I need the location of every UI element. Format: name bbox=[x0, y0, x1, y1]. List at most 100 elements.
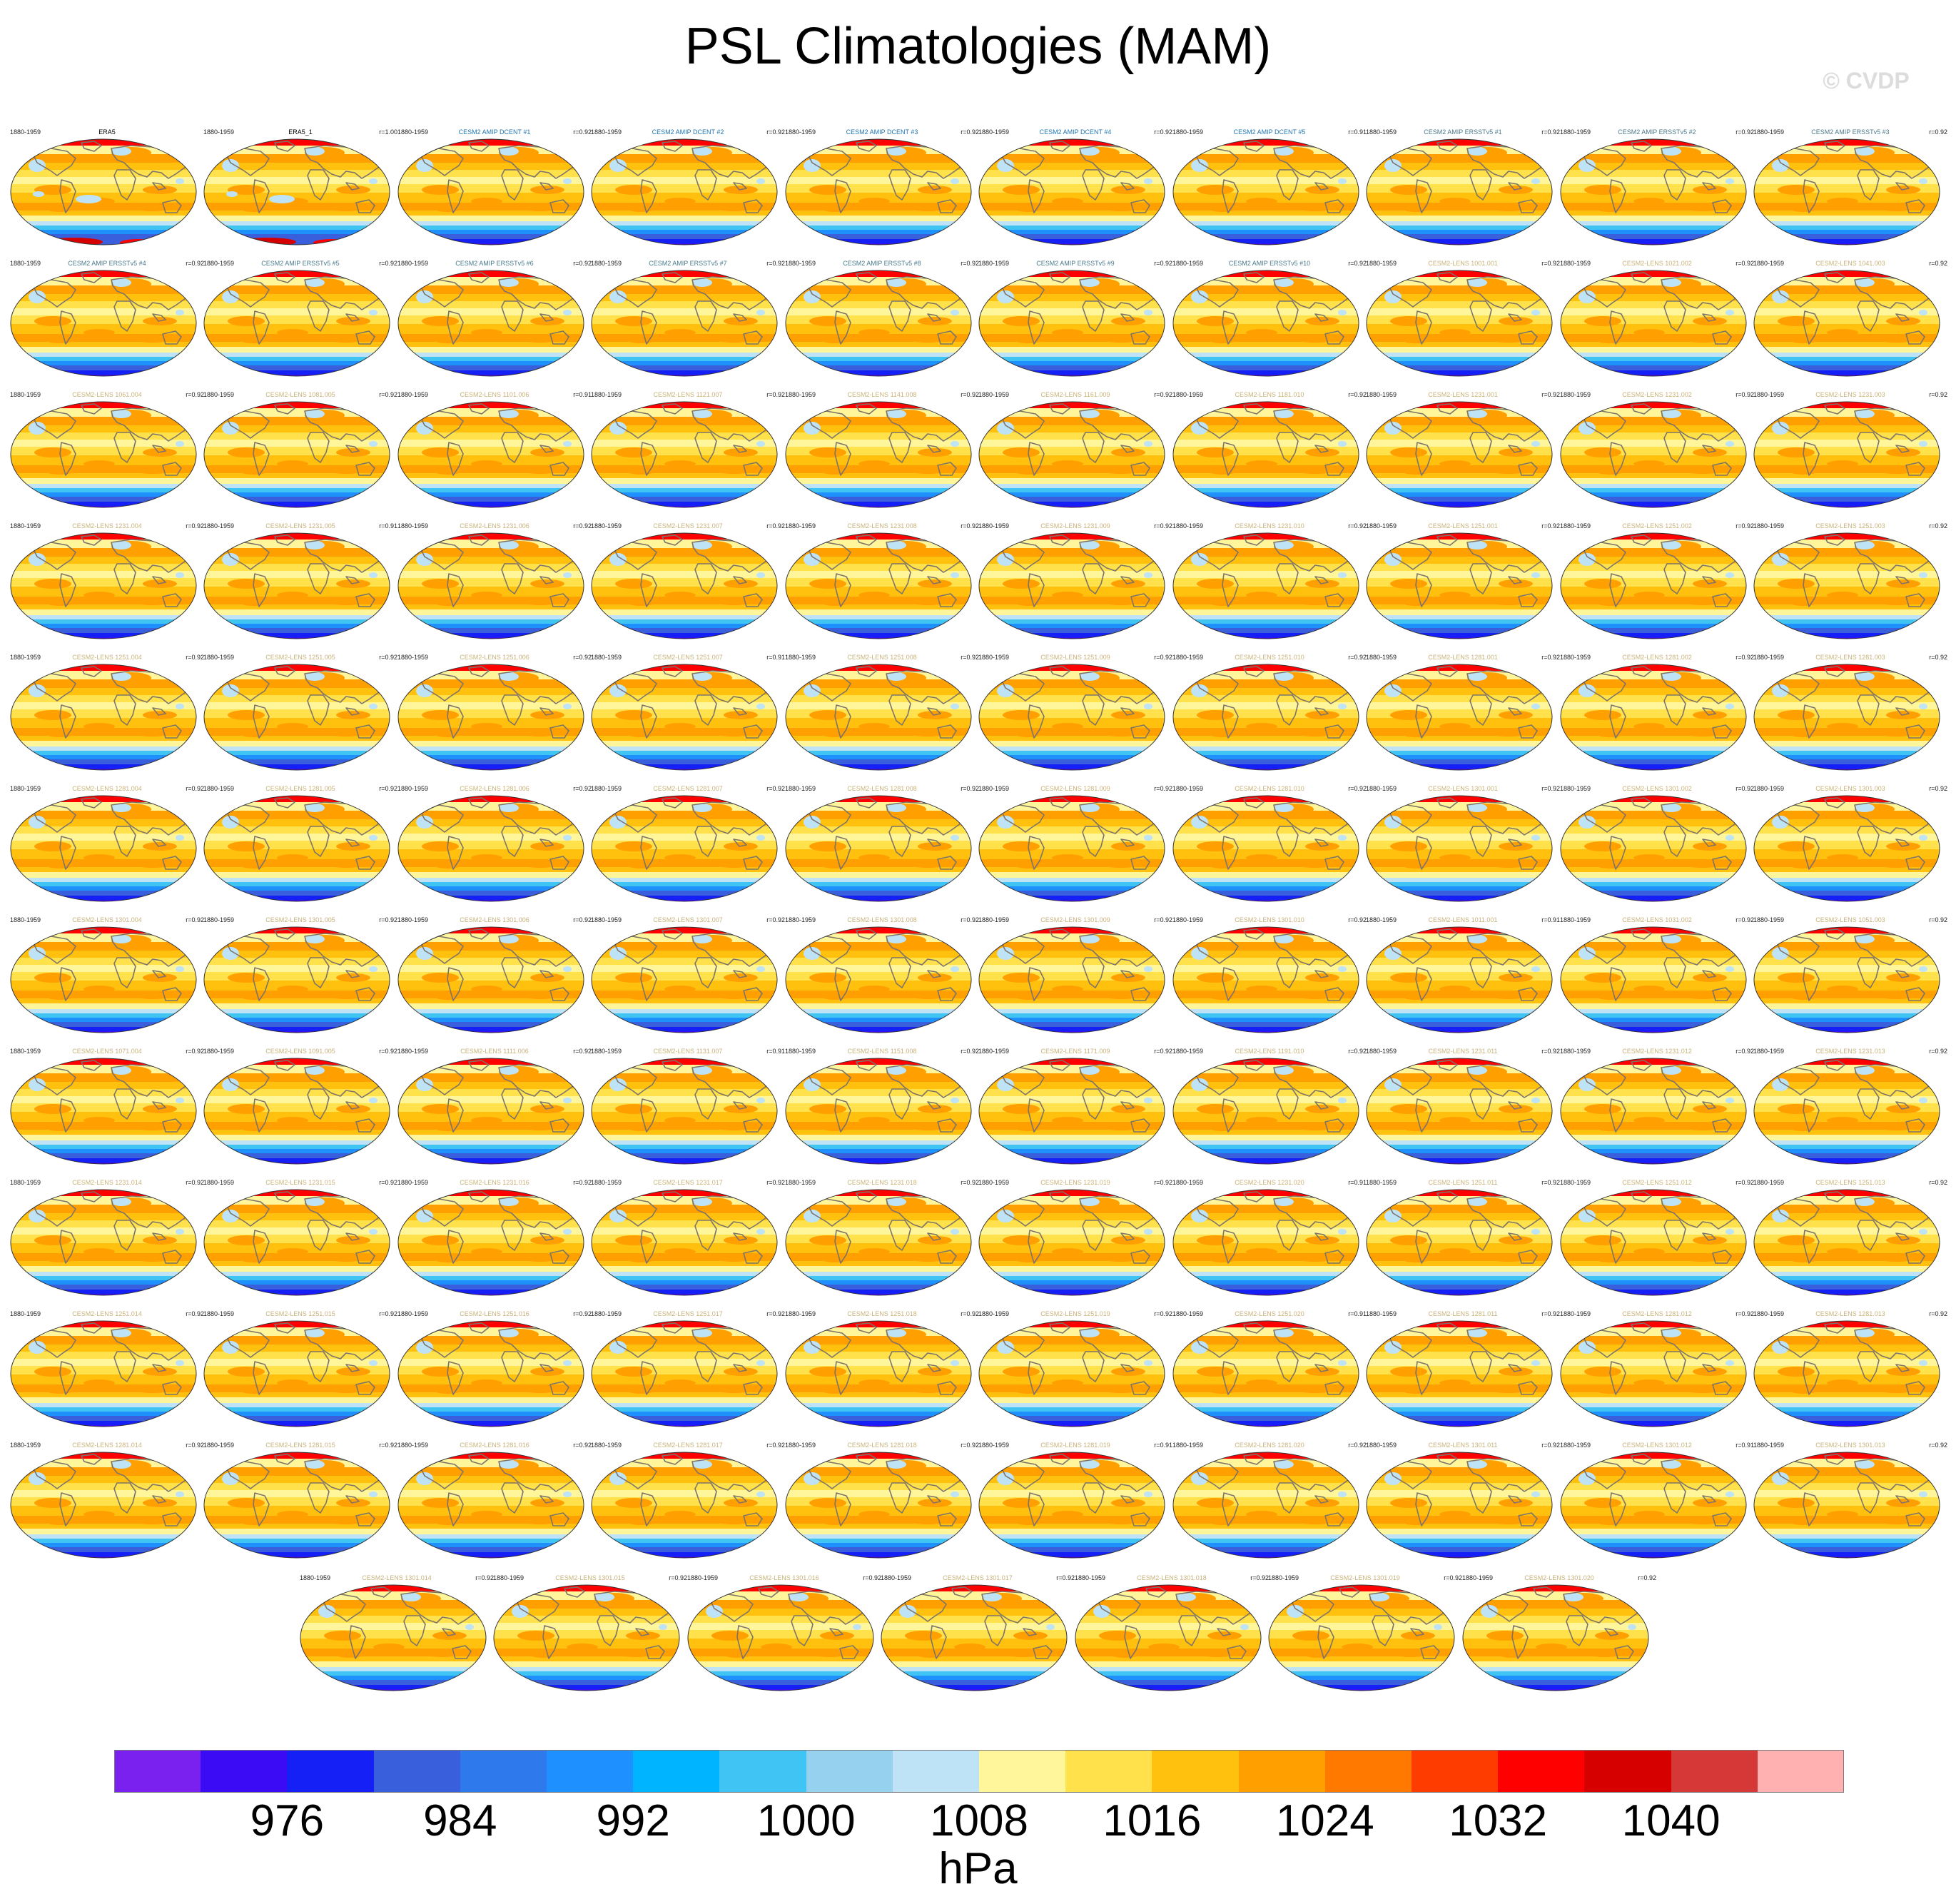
pressure-band bbox=[398, 859, 584, 868]
pressure-band bbox=[398, 755, 584, 760]
panel-period: 1880-1959 bbox=[1172, 1048, 1204, 1055]
pressure-band bbox=[1754, 736, 1940, 741]
panel-title: CESM2-LENS 1281.019 bbox=[1040, 1442, 1110, 1449]
pressure-band bbox=[1173, 342, 1359, 348]
panel-title: CESM2-LENS 1251.013 bbox=[1815, 1179, 1885, 1186]
pressure-band bbox=[786, 216, 971, 222]
pressure-band bbox=[1561, 375, 1746, 376]
panel-title: CESM2-LENS 1231.001 bbox=[1428, 391, 1498, 398]
pressure-band bbox=[1173, 502, 1359, 507]
pressure-band bbox=[592, 624, 777, 629]
pressure-band bbox=[398, 425, 584, 433]
pressure-band bbox=[1561, 728, 1746, 736]
pressure-band bbox=[592, 1321, 777, 1328]
pressure-band bbox=[786, 1190, 971, 1197]
pressure-band bbox=[592, 163, 777, 171]
pressure-band bbox=[979, 270, 1165, 278]
pressure-band bbox=[786, 802, 971, 811]
panel-period: 1880-1959 bbox=[1366, 916, 1397, 923]
pressure-band bbox=[979, 1490, 1165, 1498]
pressure-band bbox=[398, 736, 584, 741]
pressure-band bbox=[979, 357, 1165, 362]
pressure-band bbox=[204, 796, 390, 803]
pressure-band bbox=[204, 1196, 390, 1205]
pressure-band bbox=[592, 1220, 777, 1228]
map-panel: 1880-1959 CESM2-LENS 1011.001 r=0.91 bbox=[1366, 916, 1560, 1042]
map-panel: 1880-1959 CESM2-LENS 1231.015 r=0.92 bbox=[203, 1179, 397, 1305]
pressure-band bbox=[398, 473, 584, 479]
panel-title: CESM2-LENS 1231.012 bbox=[1622, 1048, 1692, 1055]
pressure-band bbox=[979, 1294, 1165, 1295]
pressure-band bbox=[204, 1149, 390, 1154]
pressure-band bbox=[1173, 1285, 1359, 1290]
pressure-band bbox=[11, 1285, 196, 1290]
panel-title: CESM2-LENS 1251.005 bbox=[265, 654, 335, 661]
pressure-band bbox=[11, 294, 196, 302]
pressure-band bbox=[11, 1082, 196, 1090]
pressure-band bbox=[1754, 1467, 1940, 1477]
pressure-band bbox=[398, 1190, 584, 1197]
pressure-band bbox=[1367, 1467, 1552, 1477]
map-panel: 1880-1959 CESM2-LENS 1231.018 r=0.92 bbox=[785, 1179, 979, 1305]
pressure-band bbox=[11, 1359, 196, 1367]
pressure-band bbox=[1754, 834, 1940, 841]
pressure-band bbox=[1367, 1130, 1552, 1135]
pressure-band bbox=[1367, 769, 1552, 770]
pressure-band bbox=[1367, 1407, 1552, 1412]
pressure-band bbox=[1754, 478, 1940, 485]
pressure-band bbox=[11, 417, 196, 426]
pressure-band bbox=[204, 1276, 390, 1281]
pressure-band bbox=[204, 1065, 390, 1074]
pressure-band bbox=[1754, 1027, 1940, 1032]
pressure-band bbox=[592, 1089, 777, 1097]
pressure-band bbox=[1561, 1163, 1746, 1164]
map bbox=[1753, 664, 1940, 771]
pressure-band bbox=[398, 203, 584, 211]
pressure-band bbox=[786, 1552, 971, 1557]
pressure-band bbox=[786, 139, 971, 146]
pressure-band bbox=[398, 764, 584, 769]
pressure-band bbox=[592, 285, 777, 295]
pressure-band bbox=[592, 239, 777, 244]
pressure-band bbox=[11, 540, 196, 549]
pressure-band bbox=[592, 506, 777, 507]
pressure-band bbox=[592, 859, 777, 868]
pressure-band bbox=[1367, 1122, 1552, 1130]
map bbox=[785, 1452, 972, 1559]
pressure-band bbox=[11, 1534, 196, 1539]
pressure-band bbox=[204, 347, 390, 353]
pressure-band bbox=[398, 1149, 584, 1154]
pressure-band bbox=[204, 502, 390, 507]
pressure-band bbox=[398, 402, 584, 409]
pressure-band bbox=[1367, 139, 1552, 146]
pressure-band bbox=[398, 417, 584, 426]
map bbox=[1753, 1189, 1940, 1296]
pressure-band bbox=[204, 998, 390, 1004]
pressure-band bbox=[592, 357, 777, 362]
pressure-band bbox=[1367, 177, 1552, 185]
map bbox=[10, 1189, 197, 1296]
pressure-band bbox=[204, 751, 390, 756]
map bbox=[203, 138, 390, 245]
pressure-band bbox=[398, 900, 584, 901]
pressure-band bbox=[592, 604, 777, 610]
pressure-band bbox=[11, 557, 196, 564]
pressure-band bbox=[592, 1140, 777, 1145]
pressure-band bbox=[1173, 1384, 1359, 1393]
pressure-band bbox=[1367, 478, 1552, 485]
pressure-band bbox=[881, 1671, 1067, 1676]
map-panel: 1880-1959 CESM2-LENS 1041.003 r=0.92 bbox=[1753, 260, 1947, 385]
map-panel: 1880-1959 CESM2-LENS 1281.012 r=0.92 bbox=[1560, 1310, 1754, 1436]
pressure-band bbox=[11, 965, 196, 973]
pressure-band bbox=[1173, 1027, 1359, 1032]
pressure-band bbox=[979, 628, 1165, 634]
pressure-band bbox=[688, 1680, 873, 1686]
panel-period: 1880-1959 bbox=[1753, 1442, 1785, 1449]
pressure-band bbox=[1561, 942, 1746, 951]
pressure-band bbox=[1367, 361, 1552, 366]
pressure-band bbox=[204, 277, 390, 286]
pressure-band bbox=[979, 1122, 1165, 1130]
panel-r-value: r=0.92 bbox=[1929, 128, 1947, 136]
pressure-band bbox=[592, 1135, 777, 1141]
pressure-band bbox=[1173, 1359, 1359, 1367]
